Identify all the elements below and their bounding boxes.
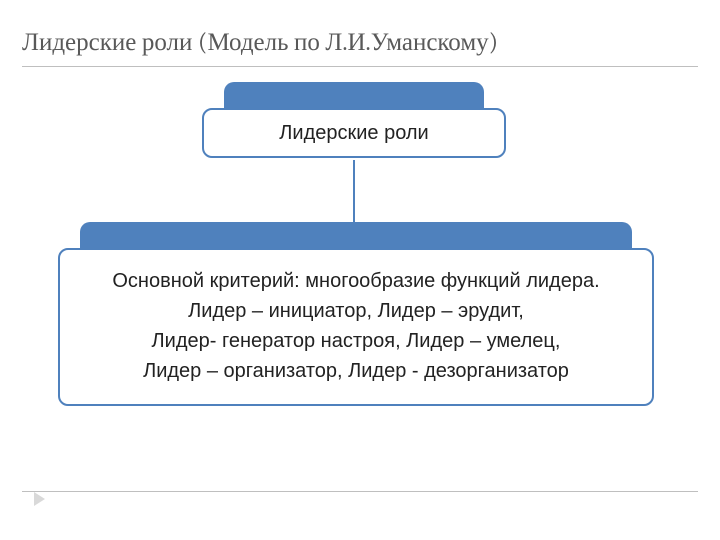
slide-marker-icon — [34, 492, 45, 506]
bottom-line-2: Лидер- генератор настроя, Лидер – умелец… — [80, 326, 632, 356]
top-node-label: Лидерские роли — [279, 122, 428, 145]
page-title: Лидерские роли (Модель по Л.И.Уманскому) — [22, 28, 698, 65]
footer-rule — [22, 491, 698, 492]
bottom-node: Основной критерий: многообразие функций … — [58, 248, 654, 406]
bottom-line-3: Лидер – организатор, Лидер - дезорганиза… — [80, 356, 632, 386]
title-underline — [22, 66, 698, 67]
bottom-line-1: Лидер – инициатор, Лидер – эрудит, — [80, 296, 632, 326]
bottom-line-0: Основной критерий: многообразие функций … — [80, 266, 632, 296]
top-node: Лидерские роли — [202, 108, 506, 158]
